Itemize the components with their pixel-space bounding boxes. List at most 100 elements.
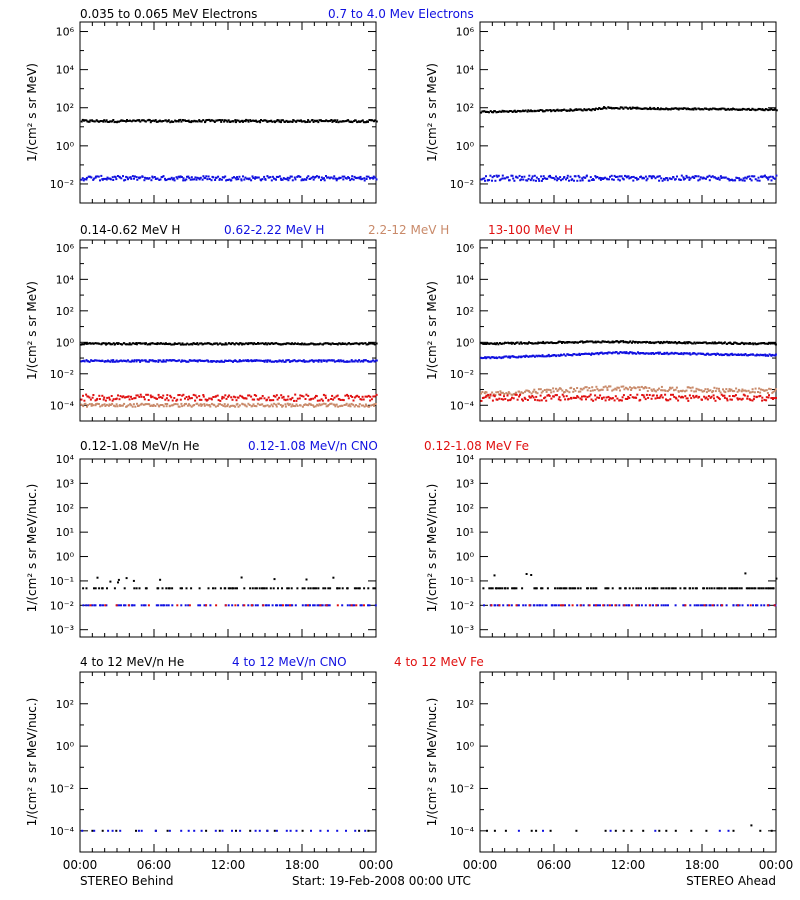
data-point <box>763 398 766 401</box>
data-point <box>98 398 101 400</box>
data-point <box>614 604 617 607</box>
data-point <box>320 179 322 182</box>
legend-label: 2.2-12 MeV H <box>368 223 449 237</box>
data-point <box>155 604 158 607</box>
data-point <box>162 405 165 408</box>
data-point <box>589 587 592 590</box>
data-point <box>367 343 370 346</box>
data-point <box>230 179 233 182</box>
data-point <box>216 343 219 346</box>
data-point <box>503 110 506 113</box>
data-point <box>149 394 152 397</box>
data-point <box>152 403 155 406</box>
data-point <box>294 342 297 345</box>
data-point <box>82 394 84 397</box>
data-point <box>294 178 297 181</box>
data-point <box>489 357 492 360</box>
data-point <box>520 391 523 394</box>
data-point <box>261 360 264 362</box>
data-point <box>352 342 355 345</box>
data-point <box>194 394 197 397</box>
data-point <box>148 119 151 122</box>
data-point <box>255 394 258 397</box>
data-point <box>522 604 525 607</box>
data-point <box>660 394 663 397</box>
data-point <box>723 341 726 344</box>
data-point <box>269 587 272 590</box>
data-point <box>256 402 259 405</box>
data-point <box>494 604 497 607</box>
data-point <box>564 398 567 401</box>
data-point <box>347 395 350 397</box>
data-point <box>684 342 687 345</box>
data-point <box>712 107 714 110</box>
data-point <box>281 396 284 399</box>
data-point <box>585 386 588 389</box>
data-point <box>373 404 375 407</box>
data-point <box>89 175 92 178</box>
data-point <box>628 604 631 607</box>
data-point <box>182 119 185 122</box>
data-point <box>729 353 732 356</box>
data-point <box>771 175 774 178</box>
data-point <box>672 393 674 396</box>
data-point <box>562 341 565 343</box>
data-point <box>188 395 190 398</box>
data-point <box>752 398 755 401</box>
data-point <box>93 359 96 362</box>
data-point <box>693 396 696 399</box>
data-point <box>273 829 276 832</box>
data-point <box>692 108 695 111</box>
data-point <box>118 360 120 363</box>
data-point <box>354 119 357 122</box>
data-point <box>482 396 485 399</box>
data-point <box>768 394 770 397</box>
data-point <box>310 404 313 406</box>
data-point <box>528 355 531 358</box>
data-point <box>566 177 569 179</box>
data-point <box>560 354 563 357</box>
data-point <box>756 179 759 182</box>
data-point <box>689 341 692 344</box>
data-point <box>276 604 278 607</box>
data-point <box>114 343 117 346</box>
data-point <box>271 405 274 408</box>
data-point <box>135 829 137 832</box>
data-point <box>577 174 580 177</box>
data-point <box>496 398 499 401</box>
data-point <box>669 387 672 390</box>
data-point <box>629 176 632 179</box>
data-point <box>199 359 202 362</box>
data-point <box>763 109 766 112</box>
data-point <box>653 587 655 590</box>
data-point <box>517 355 520 358</box>
data-point <box>187 604 190 607</box>
data-point <box>155 120 158 123</box>
data-point <box>347 404 350 407</box>
data-point <box>141 119 144 122</box>
y-tick-label: 10⁻¹ <box>50 575 74 588</box>
data-point <box>492 394 495 397</box>
data-point <box>192 359 195 362</box>
data-point <box>628 587 631 590</box>
data-point <box>214 179 217 181</box>
data-point <box>324 604 327 607</box>
data-point <box>531 342 534 345</box>
data-point <box>123 587 126 590</box>
data-point <box>559 176 562 179</box>
data-point <box>650 177 653 180</box>
data-point <box>86 120 89 123</box>
data-point <box>640 385 643 388</box>
data-point <box>656 388 659 391</box>
data-point <box>294 604 297 607</box>
data-point <box>372 587 375 590</box>
data-point <box>739 178 742 181</box>
data-point <box>147 604 150 607</box>
data-point <box>733 341 736 344</box>
data-point <box>492 111 495 114</box>
data-point <box>616 386 619 389</box>
data-point <box>373 343 376 346</box>
data-point <box>749 604 752 607</box>
data-point <box>219 342 222 345</box>
data-point <box>115 359 118 362</box>
